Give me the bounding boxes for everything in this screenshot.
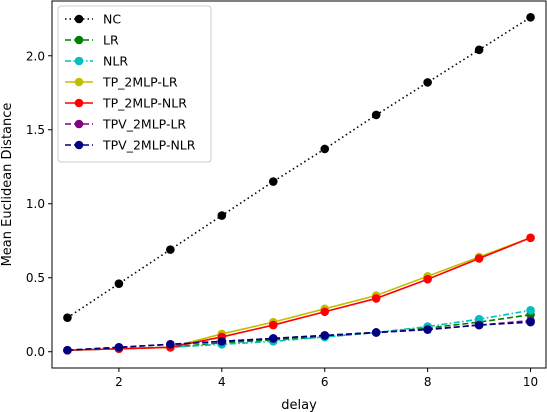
data-point <box>423 325 432 334</box>
data-point <box>474 254 484 263</box>
legend: NC LR NLR TP_2MLP-LR TP_2MLP-NLR TPV_2MLP-LR T… <box>57 5 212 163</box>
legend-label: TPV_2MLP-LR <box>102 117 186 132</box>
data-point <box>268 320 278 330</box>
x-axis: 2 4 6 8 10 <box>115 368 538 389</box>
data-point <box>371 294 381 303</box>
data-point <box>166 340 175 349</box>
legend-label: TPV_2MLP-NLR <box>102 138 196 153</box>
legend-label: TP_2MLP-NLR <box>102 96 187 111</box>
x-axis-label: delay <box>281 398 317 412</box>
data-point <box>526 317 535 327</box>
data-point <box>114 342 124 352</box>
data-point <box>320 331 330 340</box>
y-axis-label: Mean Euclidean Distance <box>0 103 15 267</box>
y-axis: 0.0 0.5 1.0 1.5 2.0 <box>26 49 52 359</box>
data-point <box>217 337 227 346</box>
data-point <box>63 313 72 322</box>
legend-item-tpv-2mlp-nlr: TPV_2MLP-NLR <box>65 138 196 153</box>
data-point <box>114 279 124 288</box>
data-point <box>526 12 535 22</box>
y-tick-label: 2.0 <box>26 49 45 63</box>
data-point <box>526 233 535 243</box>
legend-item-tpv-2mlp-lr: TPV_2MLP-LR <box>65 117 186 132</box>
data-point <box>423 78 432 87</box>
legend-marker <box>74 140 84 150</box>
data-point <box>371 328 381 337</box>
data-point <box>217 211 227 220</box>
series-line-tpv-2mlp-nlr <box>67 321 531 352</box>
legend-item-nlr: NLR <box>65 54 128 69</box>
data-point <box>268 334 278 343</box>
x-tick-label: 2 <box>115 375 123 389</box>
x-tick-label: 6 <box>321 375 329 389</box>
data-point <box>474 314 484 324</box>
y-tick-label: 1.5 <box>26 123 45 137</box>
legend-item-tp-2mlp-lr: TP_2MLP-LR <box>65 75 178 90</box>
legend-item-tp-2mlp-nlr: TP_2MLP-NLR <box>65 96 187 111</box>
y-tick-label: 0.0 <box>26 345 45 359</box>
legend-marker <box>74 119 84 129</box>
data-point <box>166 245 175 254</box>
x-tick-label: 4 <box>218 375 226 389</box>
data-point <box>371 110 381 120</box>
data-point <box>526 305 535 315</box>
legend-label: TP_2MLP-LR <box>102 75 178 90</box>
series-tpv-2mlp-nlr <box>63 317 535 355</box>
legend-marker <box>74 14 84 24</box>
legend-marker <box>74 35 84 45</box>
legend-marker <box>74 77 84 87</box>
data-point <box>474 320 484 330</box>
series-line-tp-2mlp-nlr <box>67 237 531 352</box>
legend-label: NLR <box>103 54 128 69</box>
y-tick-label: 1.0 <box>26 197 45 211</box>
legend-label: LR <box>103 33 119 48</box>
plot-frame <box>51 0 547 369</box>
x-tick-label: 8 <box>424 375 432 389</box>
legend-box <box>57 5 212 163</box>
legend-marker <box>74 56 84 66</box>
series-nc <box>63 12 535 322</box>
data-point <box>474 45 484 55</box>
data-point <box>320 144 330 154</box>
data-point <box>63 345 72 355</box>
legend-item-lr: LR <box>65 33 119 48</box>
data-point <box>268 177 278 186</box>
data-point <box>423 274 432 284</box>
legend-item-nc: NC <box>65 12 121 27</box>
legend-label: NC <box>103 12 121 27</box>
legend-marker <box>74 98 84 108</box>
data-point <box>320 307 330 317</box>
x-tick-label: 10 <box>523 375 538 389</box>
y-tick-label: 0.5 <box>26 271 45 285</box>
series-layer <box>63 12 535 355</box>
